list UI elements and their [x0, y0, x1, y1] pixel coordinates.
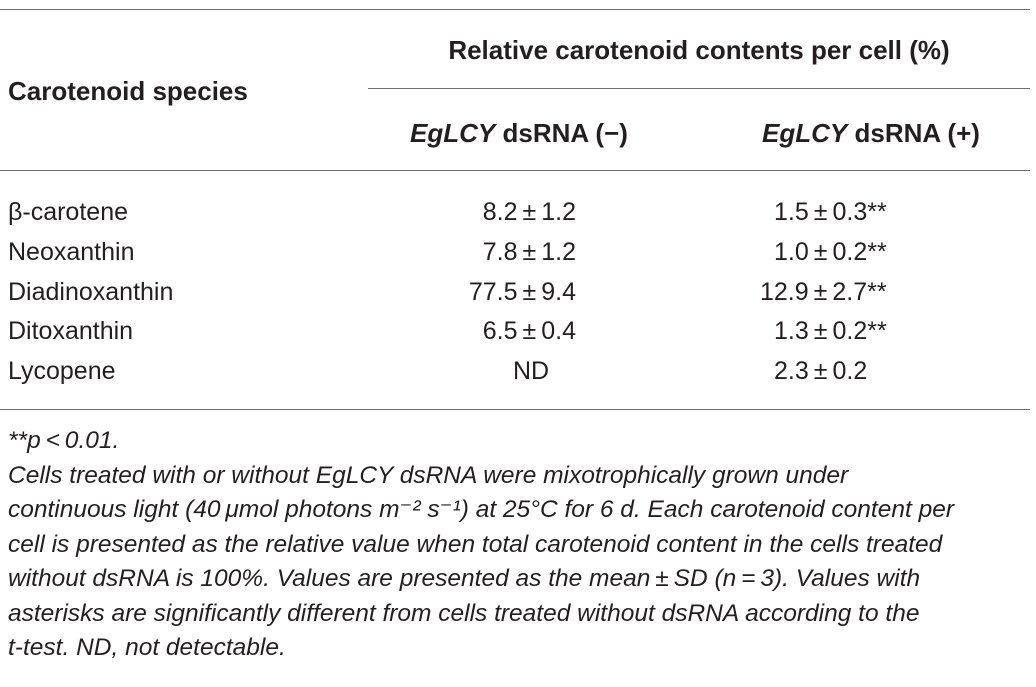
significance-marker: ** [867, 198, 887, 226]
value-plus: 12.9 ± 2.7 [760, 278, 868, 306]
table-bottom-rule [0, 409, 1030, 410]
value-plus: 2.3 ± 0.2 [774, 357, 868, 385]
value-minus-diadinoxanthin: 77.5 ± 9.4 [468, 278, 576, 306]
row-species-diadinoxanthin: Diadinoxanthin [8, 278, 174, 306]
significance-marker: ** [867, 238, 887, 266]
table-top-rule [0, 9, 1030, 10]
row-species-ditoxanthin: Ditoxanthin [8, 317, 134, 345]
significance-marker: ** [867, 278, 887, 306]
row-species-neoxanthin: Neoxanthin [8, 238, 135, 266]
column-header-dsrna-minus: EgLCY dsRNA (−) [368, 118, 670, 148]
value-plus-lycopene: 2.3 ± 0.2 [774, 356, 867, 386]
significance-marker: ** [867, 317, 887, 345]
column-header-rest: dsRNA (+) [847, 118, 980, 148]
value-minus-neoxanthin: 7.8 ± 1.2 [482, 238, 576, 266]
table-footnotes: **p < 0.01. Cells treated with or withou… [8, 424, 1030, 666]
value-plus-neoxanthin: 1.0 ± 0.2** [774, 237, 887, 267]
value-plus: 1.3 ± 0.2 [774, 317, 868, 345]
value-minus-beta-carotene: 8.2 ± 1.2 [482, 198, 576, 226]
footnote-line: asterisks are significantly different fr… [8, 599, 920, 627]
footnote-line: cell is presented as the relative value … [8, 530, 943, 558]
column-header-gene: EgLCY [762, 118, 848, 148]
header-bottom-rule [0, 170, 1030, 171]
value-plus: 1.0 ± 0.2 [774, 238, 868, 266]
footnote-significance: **p < 0.01. [8, 427, 120, 454]
row-species-beta-carotene: β-carotene [8, 198, 128, 226]
footnote-line: without dsRNA is 100%. Values are presen… [8, 565, 921, 592]
footnote-line: continuous light (40 μmol photons m⁻² s⁻… [8, 496, 955, 523]
column-header-dsrna-plus: EgLCY dsRNA (+) [720, 118, 1022, 148]
group-header-rule [368, 88, 1030, 89]
row-species-lycopene: Lycopene [8, 357, 116, 385]
value-minus-lycopene: ND [513, 357, 550, 385]
column-header-gene: EgLCY [410, 118, 496, 148]
value-plus-beta-carotene: 1.5 ± 0.3** [774, 197, 887, 227]
value-plus-diadinoxanthin: 12.9 ± 2.7** [760, 277, 887, 307]
footnote-line: t-test. ND, not detectable. [8, 634, 286, 661]
value-minus-ditoxanthin: 6.5 ± 0.4 [482, 317, 576, 345]
footnote-line: Cells treated with or without EgLCY dsRN… [8, 461, 849, 489]
column-header-rest: dsRNA (−) [495, 118, 628, 148]
group-header-label: Relative carotenoid contents per cell (%… [448, 35, 950, 65]
value-plus: 1.5 ± 0.3 [774, 198, 868, 226]
row-header-label: Carotenoid species [8, 76, 248, 106]
value-plus-ditoxanthin: 1.3 ± 0.2** [774, 316, 887, 346]
